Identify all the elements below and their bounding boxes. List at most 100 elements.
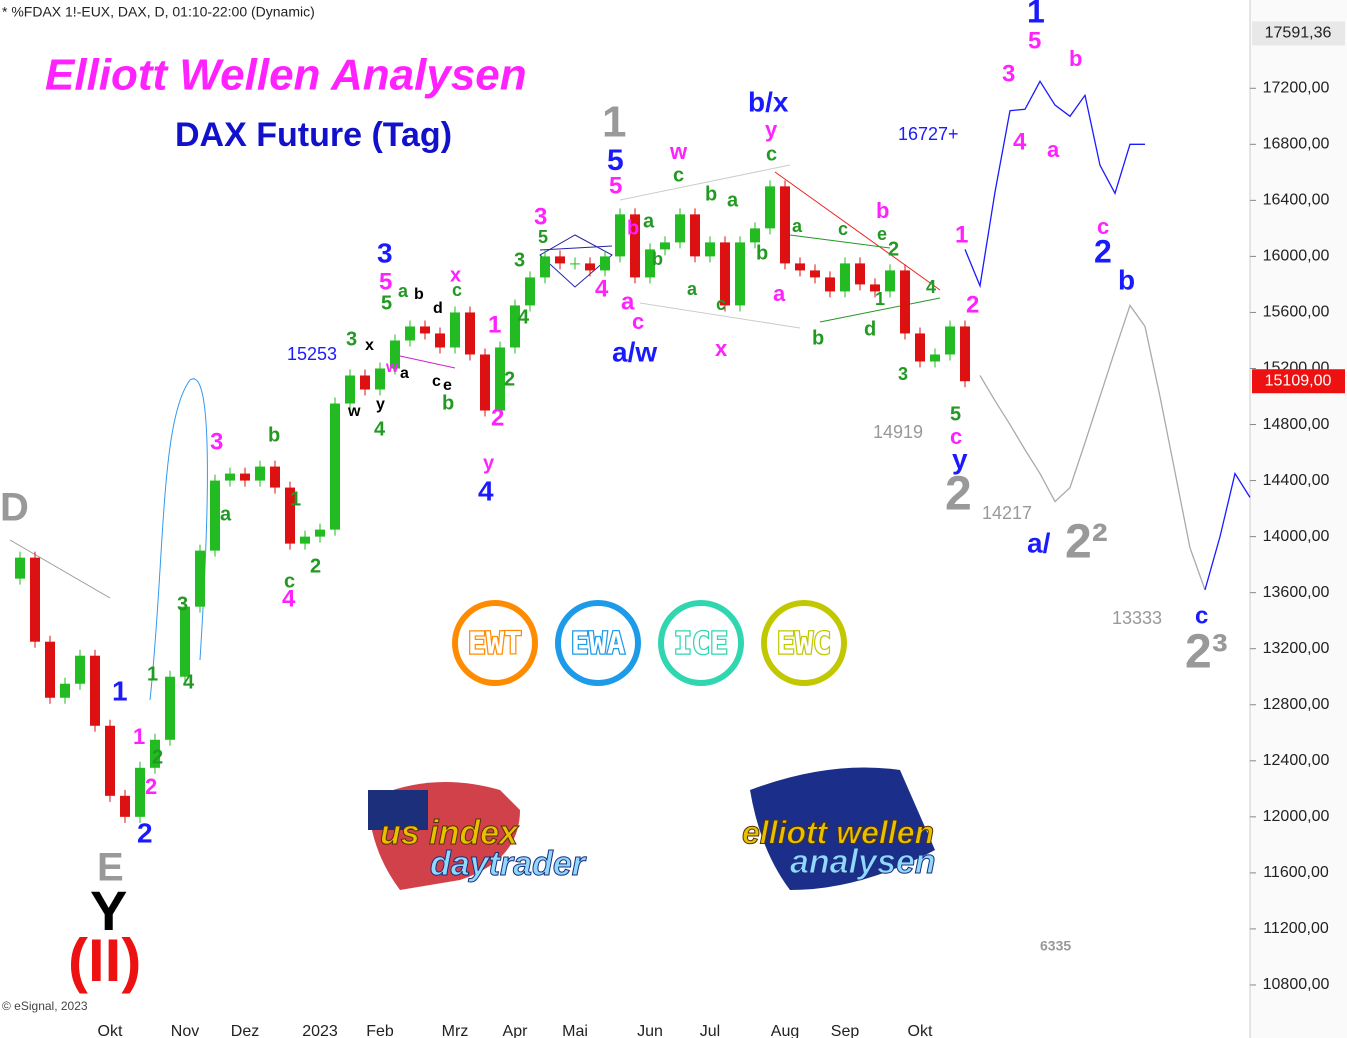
y-tick-label: 17200,00 [1263, 79, 1330, 96]
badge-ring [761, 600, 847, 686]
chart-subtitle: DAX Future (Tag) [175, 116, 452, 154]
trend-line [774, 171, 941, 291]
trend-line [9, 539, 111, 599]
candle [720, 242, 730, 306]
wave-label: c [716, 294, 726, 314]
wave-label: b [1118, 264, 1135, 295]
candle [30, 557, 40, 642]
projection-line [1204, 471, 1251, 591]
candle [825, 277, 835, 292]
candle [270, 466, 280, 488]
wave-label: D [0, 486, 29, 530]
wave-label: x [365, 337, 374, 354]
wave-label: 14217 [982, 503, 1032, 523]
badge-ring [555, 600, 641, 686]
wave-label: 15253 [287, 344, 337, 364]
candle [705, 242, 715, 257]
wave-label: 1 [1027, 0, 1045, 29]
y-tick-label: 13200,00 [1263, 640, 1330, 657]
price-label: 15109,00 [1265, 372, 1332, 389]
candle [435, 333, 445, 348]
candle [615, 214, 625, 257]
candle [375, 368, 385, 390]
y-tick-label: 15600,00 [1263, 304, 1330, 321]
candle [540, 256, 550, 278]
wave-label: 5 [950, 403, 961, 425]
logo-right: elliott wellen analysen [742, 767, 936, 890]
wave-label: a [727, 189, 739, 211]
candle [465, 312, 475, 355]
header: * %FDAX 1!-EUX, DAX, D, 01:10-22:00 (Dyn… [2, 4, 315, 20]
candle [675, 214, 685, 243]
wave-label: c [1097, 214, 1109, 239]
wave-label: y [765, 117, 778, 142]
wave-label: 5 [609, 172, 622, 199]
candle [450, 312, 460, 348]
wave-label: a [398, 281, 409, 301]
wave-label: 2 [137, 817, 153, 848]
badge-text: ICE [674, 627, 728, 662]
wave-label: e [443, 377, 452, 394]
candle [585, 263, 595, 271]
candle [180, 606, 190, 677]
badge-ring [452, 600, 538, 686]
wave-label: Y [90, 879, 127, 942]
candle [405, 326, 415, 341]
wave-label: w [669, 139, 688, 164]
wave-label: b/x [748, 86, 789, 117]
wave-label: b [812, 327, 824, 349]
flag-canton [368, 790, 428, 830]
wave-label: 5 [379, 268, 392, 295]
wave-label: E [97, 846, 124, 890]
wave-label: w [347, 403, 361, 420]
candle [105, 725, 115, 796]
flag [750, 767, 935, 890]
wave-label: c [950, 424, 962, 449]
candle [90, 655, 100, 726]
wave-label: 3 [346, 328, 357, 350]
wave-label: a [773, 281, 786, 306]
candle [870, 284, 880, 292]
y-tick-label: 16400,00 [1263, 192, 1330, 209]
chart-title: Elliott Wellen Analysen [45, 51, 527, 100]
candle [885, 270, 895, 292]
y-tick-label: 12000,00 [1263, 808, 1330, 825]
y-tick-label: 14800,00 [1263, 416, 1330, 433]
wave-label: 3 [1002, 60, 1015, 87]
wave-label: 1 [290, 488, 301, 510]
wave-label: b [876, 198, 889, 223]
candle [345, 375, 355, 404]
candle [810, 270, 820, 278]
wave-label: 4 [478, 475, 494, 506]
candle [135, 767, 145, 817]
wave-label: b [268, 424, 280, 446]
wave-label: 5 [607, 144, 624, 177]
candle [750, 228, 760, 243]
wave-label: 1 [112, 675, 128, 706]
wave-label: 3 [898, 364, 908, 384]
wave-label: a [792, 216, 803, 236]
price-label-box [1252, 369, 1345, 394]
candle [165, 676, 175, 740]
wave-label: a [643, 210, 655, 232]
wave-label: 2² [1065, 516, 1108, 569]
wave-label: 1 [133, 724, 145, 749]
wave-label: 2 [1094, 233, 1112, 269]
wave-label: a [621, 288, 635, 315]
wave-label: 2 [491, 404, 504, 431]
wave-label: b [756, 242, 768, 264]
wave-label: 4 [183, 671, 195, 693]
candle [420, 326, 430, 334]
wave-label: 2 [504, 368, 515, 390]
x-tick-label: Sep [831, 1023, 860, 1038]
wave-label: c [632, 309, 644, 334]
y-tick-label: 16000,00 [1263, 248, 1330, 265]
y-tick-label: 10800,00 [1263, 976, 1330, 993]
trend-line [819, 297, 941, 323]
wave-label: 2 [945, 468, 972, 521]
badge-ring [658, 600, 744, 686]
projection-line [979, 304, 1206, 591]
wave-label: 2 [145, 774, 157, 799]
candle [690, 214, 700, 257]
wave-label: c [284, 570, 295, 592]
